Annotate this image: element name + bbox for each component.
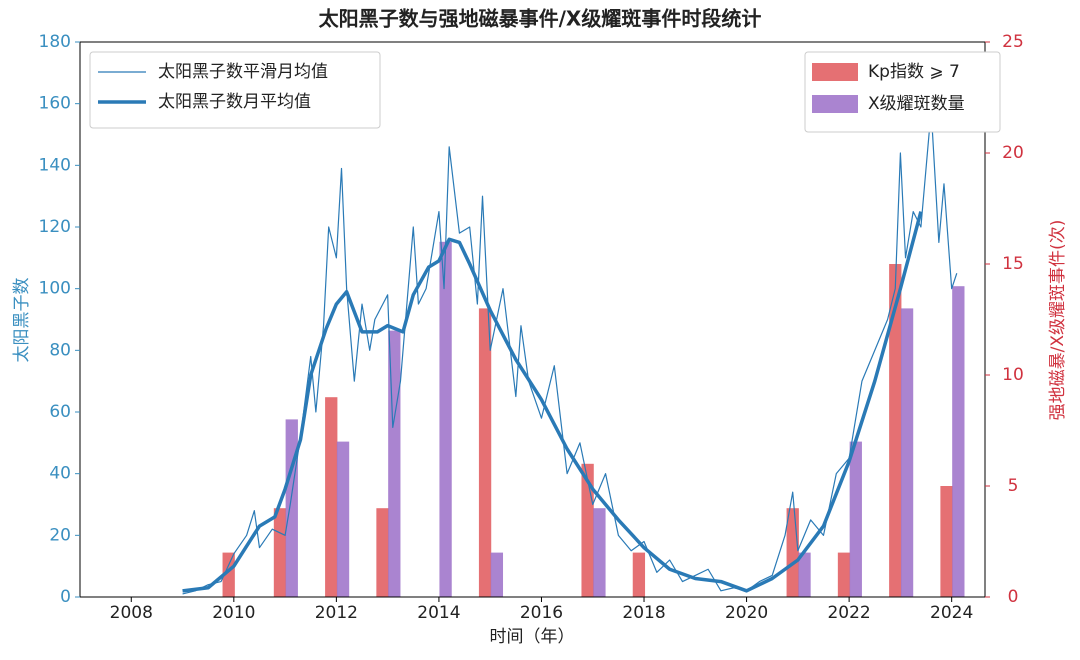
legend-label: Kp指数 ⩾ 7	[868, 62, 960, 82]
y-tick-label: 100	[39, 279, 71, 299]
legend-box	[89, 51, 381, 129]
y-axis-label: 太阳黑子数	[12, 278, 32, 363]
y2-tick-label: 5	[1008, 476, 1019, 496]
x-tick-label: 2020	[725, 603, 768, 623]
bar	[336, 441, 350, 597]
y-tick-label: 160	[39, 94, 71, 114]
legend-swatch	[812, 95, 858, 113]
bar	[490, 552, 504, 597]
y2-tick-label: 15	[1002, 254, 1024, 274]
legend-label: 太阳黑子数平滑月均值	[158, 62, 328, 82]
y2-tick-label: 10	[1002, 365, 1024, 385]
legend-label: X级耀斑数量	[868, 94, 965, 114]
chart-title: 太阳黑子数与强地磁暴事件/X级耀斑事件时段统计	[319, 7, 762, 31]
bar	[376, 508, 389, 597]
bar	[952, 286, 965, 597]
x-tick-label: 2016	[520, 603, 563, 623]
bar	[478, 308, 492, 597]
x-tick-label: 2018	[622, 603, 665, 623]
y-tick-label: 180	[39, 32, 71, 52]
bar	[889, 264, 902, 597]
x-tick-label: 2014	[417, 603, 460, 623]
bar	[222, 552, 235, 597]
bar	[285, 419, 298, 597]
bar	[273, 508, 287, 597]
x-tick-label: 2022	[827, 603, 870, 623]
y-tick-label: 60	[49, 402, 71, 422]
y2-tick-label: 25	[1002, 32, 1024, 52]
y-tick-label: 20	[49, 525, 71, 545]
bar	[593, 508, 606, 597]
bar	[325, 397, 338, 597]
x-tick-label: 2012	[315, 603, 358, 623]
y-tick-label: 120	[39, 217, 71, 237]
x-axis-label: 时间（年）	[490, 627, 575, 647]
x-tick-label: 2010	[212, 603, 255, 623]
plot-frame	[79, 41, 986, 598]
y-tick-label: 0	[60, 587, 71, 607]
y-tick-label: 40	[49, 464, 71, 484]
line	[182, 211, 923, 593]
y2-axis-label: 强地磁暴/X级耀斑事件(次)	[1048, 220, 1068, 421]
bar	[786, 508, 799, 597]
legend-swatch	[812, 63, 858, 81]
bar	[900, 308, 914, 597]
bar	[940, 486, 953, 597]
bar	[798, 552, 811, 597]
y-tick-label: 80	[49, 340, 71, 360]
line	[182, 109, 958, 595]
y-tick-label: 140	[39, 155, 71, 175]
bar	[632, 552, 646, 597]
y2-tick-label: 0	[1008, 587, 1019, 607]
legend-label: 太阳黑子数月平均值	[158, 92, 311, 112]
bar	[837, 552, 851, 597]
bar	[439, 241, 452, 598]
bar	[849, 441, 862, 597]
x-tick-label: 2024	[930, 603, 973, 623]
x-tick-label: 2008	[110, 603, 153, 623]
y2-tick-label: 20	[1002, 143, 1024, 163]
